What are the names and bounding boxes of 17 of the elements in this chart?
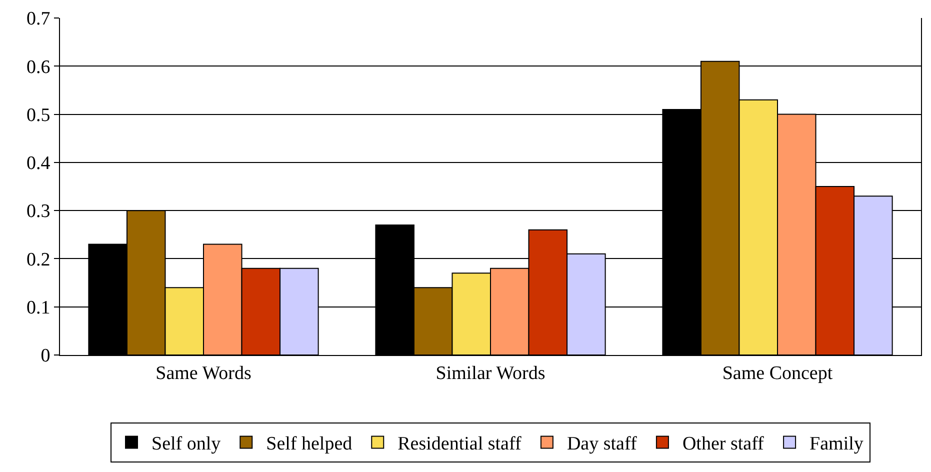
- y-tick-label: 0: [40, 346, 50, 367]
- x-tick-label: Similar Words: [436, 362, 546, 384]
- y-tick-label: 0.4: [26, 153, 51, 174]
- y-tick-label: 0.2: [26, 249, 50, 270]
- y-tick-label: 0.7: [26, 8, 50, 30]
- legend-label: Family: [810, 434, 864, 455]
- y-tick-label: 0.1: [26, 298, 50, 319]
- legend-label: Self helped: [266, 434, 353, 455]
- legend-label: Day staff: [566, 434, 638, 455]
- y-tick-label: 0.5: [26, 104, 50, 126]
- y-tick-label: 0.3: [26, 201, 50, 222]
- legend-label: Residential staff: [398, 434, 522, 455]
- legend-label: Self only: [152, 434, 222, 455]
- legend-label: Other staff: [682, 434, 765, 455]
- y-tick-label: 0.6: [26, 56, 50, 78]
- x-tick-label: Same Concept: [722, 362, 834, 384]
- x-tick-label: Same Words: [156, 362, 252, 384]
